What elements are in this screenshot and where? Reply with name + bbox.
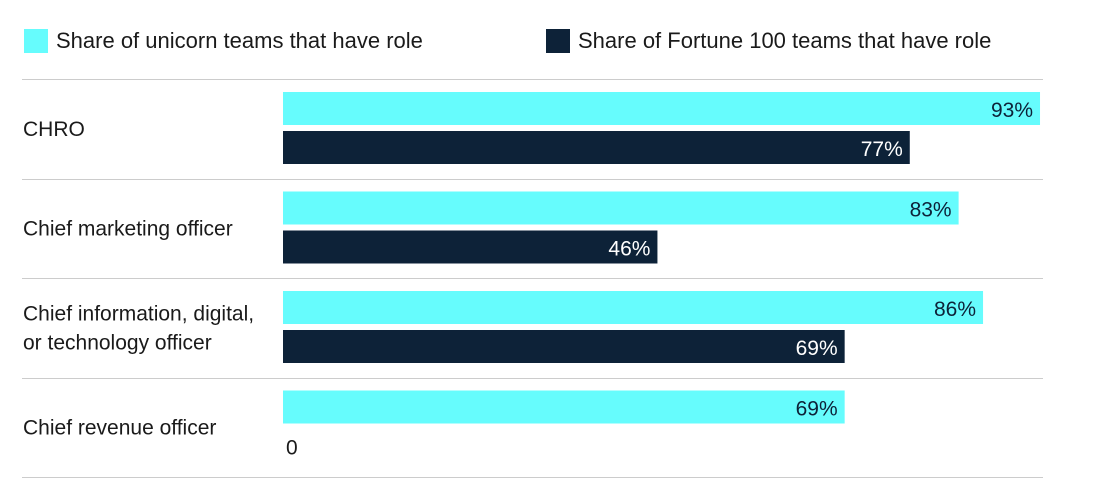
category-label: or technology officer — [23, 331, 212, 354]
category-label: Chief marketing officer — [23, 217, 233, 240]
category-label: Chief revenue officer — [23, 416, 216, 439]
value-label: 0 — [286, 437, 298, 460]
bar-unicorn — [283, 291, 984, 324]
value-label: 93% — [991, 99, 1033, 122]
category-label: Chief information, digital, — [23, 302, 254, 325]
legend-swatch-fortune100 — [546, 29, 570, 53]
bar-fortune100 — [283, 131, 910, 164]
legend-item-unicorn: Share of unicorn teams that have role — [24, 28, 423, 54]
legend: Share of unicorn teams that have role Sh… — [24, 28, 1084, 58]
value-label: 69% — [796, 337, 838, 360]
bar-fortune100 — [283, 330, 845, 363]
legend-swatch-unicorn — [24, 29, 48, 53]
value-label: 46% — [608, 238, 650, 261]
value-label: 86% — [934, 298, 976, 321]
value-label: 83% — [910, 199, 952, 222]
bar-unicorn — [283, 191, 959, 225]
bar-unicorn — [283, 390, 845, 424]
value-label: 77% — [861, 138, 903, 161]
value-label: 69% — [796, 398, 838, 421]
legend-item-fortune100: Share of Fortune 100 teams that have rol… — [546, 28, 991, 54]
category-label: CHRO — [23, 118, 85, 141]
bar-unicorn — [283, 92, 1041, 125]
bar-fortune100 — [283, 230, 658, 264]
legend-label-unicorn: Share of unicorn teams that have role — [56, 28, 423, 53]
legend-label-fortune100: Share of Fortune 100 teams that have rol… — [578, 28, 992, 53]
